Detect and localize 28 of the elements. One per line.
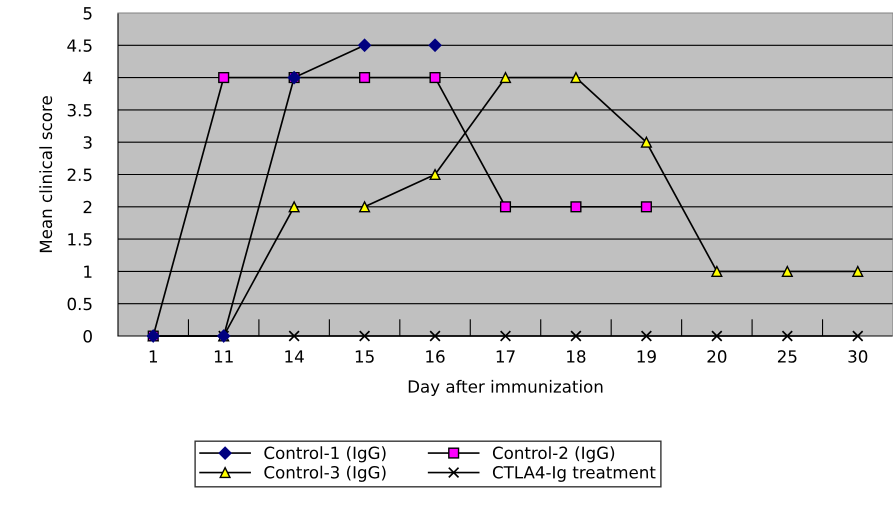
y-tick-label: 2 <box>84 200 92 214</box>
legend-label: CTLA4-Ig treatment <box>492 466 656 482</box>
y-tick-label: 1 <box>84 266 92 278</box>
x-tick-label: 20 <box>707 350 726 363</box>
y-tick-label: 1.5 <box>68 233 92 246</box>
y-tick-label: 4.5 <box>67 39 92 52</box>
x-tick-label: 19 <box>638 350 656 363</box>
x-tick-label: 30 <box>848 350 868 363</box>
x-tick-label: 14 <box>285 350 304 363</box>
x-tick-label: 11 <box>214 350 233 363</box>
x-tick-label: 16 <box>426 350 445 363</box>
y-tick-label: 3.5 <box>68 104 92 116</box>
x-tick-label: 18 <box>567 350 586 363</box>
legend-label: Control-2 (IgG) <box>492 446 614 462</box>
legend-label: Control-3 (IgG) <box>264 466 386 482</box>
x-tick-label: 15 <box>356 350 374 363</box>
y-axis-title: Mean clinical score <box>39 96 52 252</box>
x-tick-label: 1 <box>150 350 157 363</box>
y-tick-label: 2.5 <box>68 168 92 182</box>
y-tick-label: 3 <box>84 136 92 149</box>
y-tick-label: 0 <box>83 330 92 343</box>
y-tick-label: 0.5 <box>68 298 92 310</box>
legend-label: Control-1 (IgG) <box>264 446 386 462</box>
x-tick-label: 25 <box>778 350 796 363</box>
y-tick-label: 5 <box>84 7 92 20</box>
y-tick-label: 4 <box>83 72 92 84</box>
x-tick-label: 17 <box>496 350 515 363</box>
x-axis-title: Day after immunization <box>408 380 602 396</box>
